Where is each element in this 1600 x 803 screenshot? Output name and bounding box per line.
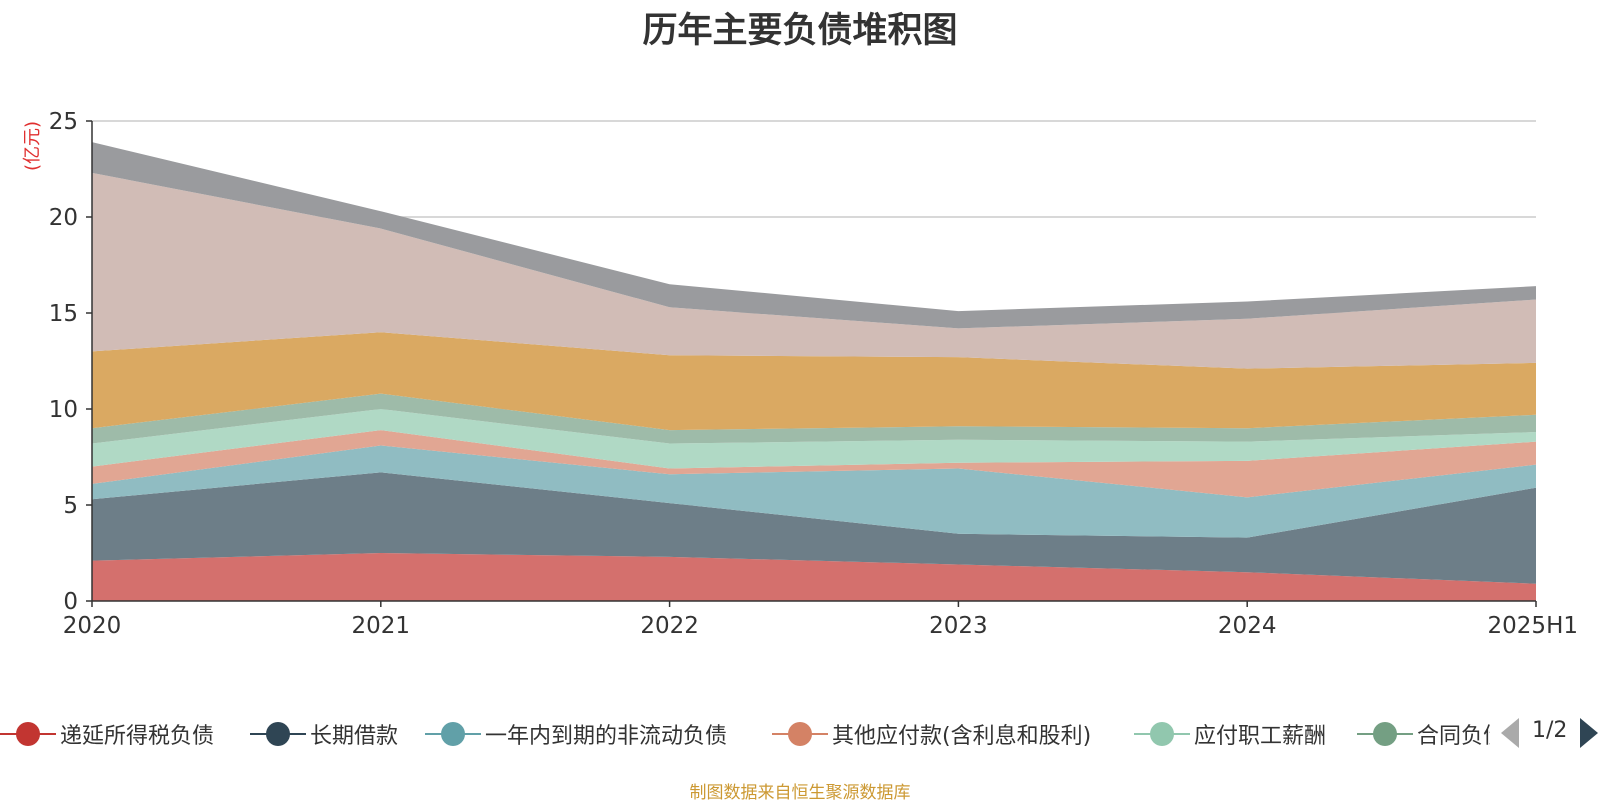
area-series-5 xyxy=(92,409,1536,469)
legend-marker-icon xyxy=(772,719,828,749)
stacked-area-chart: 0 5 10 15 20 25 2020 2021 2022 2023 2024 2025H1 xyxy=(49,109,1578,639)
legend-label: 应付职工薪酬 xyxy=(1194,724,1327,749)
legend-item[interactable]: 递延所得税负债 xyxy=(0,714,214,754)
legend-marker-icon xyxy=(250,719,306,749)
legend-item[interactable]: 合同负债 xyxy=(1357,714,1490,754)
triangle-left-icon[interactable] xyxy=(1501,718,1519,748)
legend-item[interactable]: 一年内到期的非流动负债 xyxy=(425,714,727,754)
legend-item[interactable]: 长期借款 xyxy=(250,714,398,754)
legend-label: 合同负债 xyxy=(1417,724,1490,749)
axis-layer: 0 5 10 15 20 25 2020 2021 2022 2023 2024 2025H1 xyxy=(49,109,1578,639)
area-series-6 xyxy=(92,393,1536,444)
area-series-1 xyxy=(92,553,1536,601)
x-tick-label: 2021 xyxy=(352,613,411,639)
area-series-3 xyxy=(92,445,1536,538)
legend-marker-icon xyxy=(1134,719,1190,749)
legend-item[interactable]: 其他应付款(含利息和股利) xyxy=(772,714,1091,754)
x-tick-label: 2022 xyxy=(640,613,699,639)
legend-marker-icon xyxy=(1357,719,1413,749)
legend-label: 其他应付款(含利息和股利) xyxy=(832,724,1092,749)
y-tick-label: 15 xyxy=(49,301,78,327)
area-series-4 xyxy=(92,430,1536,498)
x-tick-label: 2025H1 xyxy=(1488,613,1578,639)
y-tick-label: 25 xyxy=(49,109,78,135)
legend-marker-icon xyxy=(0,719,56,749)
legend-label: 递延所得税负债 xyxy=(60,724,215,749)
x-tick-label: 2020 xyxy=(63,613,122,639)
x-tick-label: 2023 xyxy=(929,613,988,639)
data-source-note: 制图数据来自恒生聚源数据库 xyxy=(689,783,911,803)
legend-label: 长期借款 xyxy=(310,724,399,749)
legend-page-indicator: 1/2 xyxy=(1532,718,1568,743)
triangle-right-icon[interactable] xyxy=(1580,718,1598,748)
area-series-7 xyxy=(92,332,1536,431)
area-series-8 xyxy=(92,172,1536,369)
legend-marker-icon xyxy=(425,719,481,749)
legend: 递延所得税负债 长期借款 一年内到期的非流动负债 其他应付款(含利息和股利) 应付职工薪… xyxy=(0,714,1490,754)
y-tick-label: 5 xyxy=(63,493,78,519)
y-tick-label: 20 xyxy=(49,205,78,231)
x-tick-label: 2024 xyxy=(1218,613,1277,639)
legend-label: 一年内到期的非流动负债 xyxy=(485,724,728,749)
y-tick-label: 0 xyxy=(63,589,78,615)
chart-title: 历年主要负债堆积图 xyxy=(642,11,958,51)
area-series-2 xyxy=(92,472,1536,584)
legend-pager: 1/2 xyxy=(1500,714,1600,754)
y-tick-label: 10 xyxy=(49,397,78,423)
legend-item[interactable]: 应付职工薪酬 xyxy=(1134,714,1326,754)
area-layer xyxy=(92,142,1536,601)
